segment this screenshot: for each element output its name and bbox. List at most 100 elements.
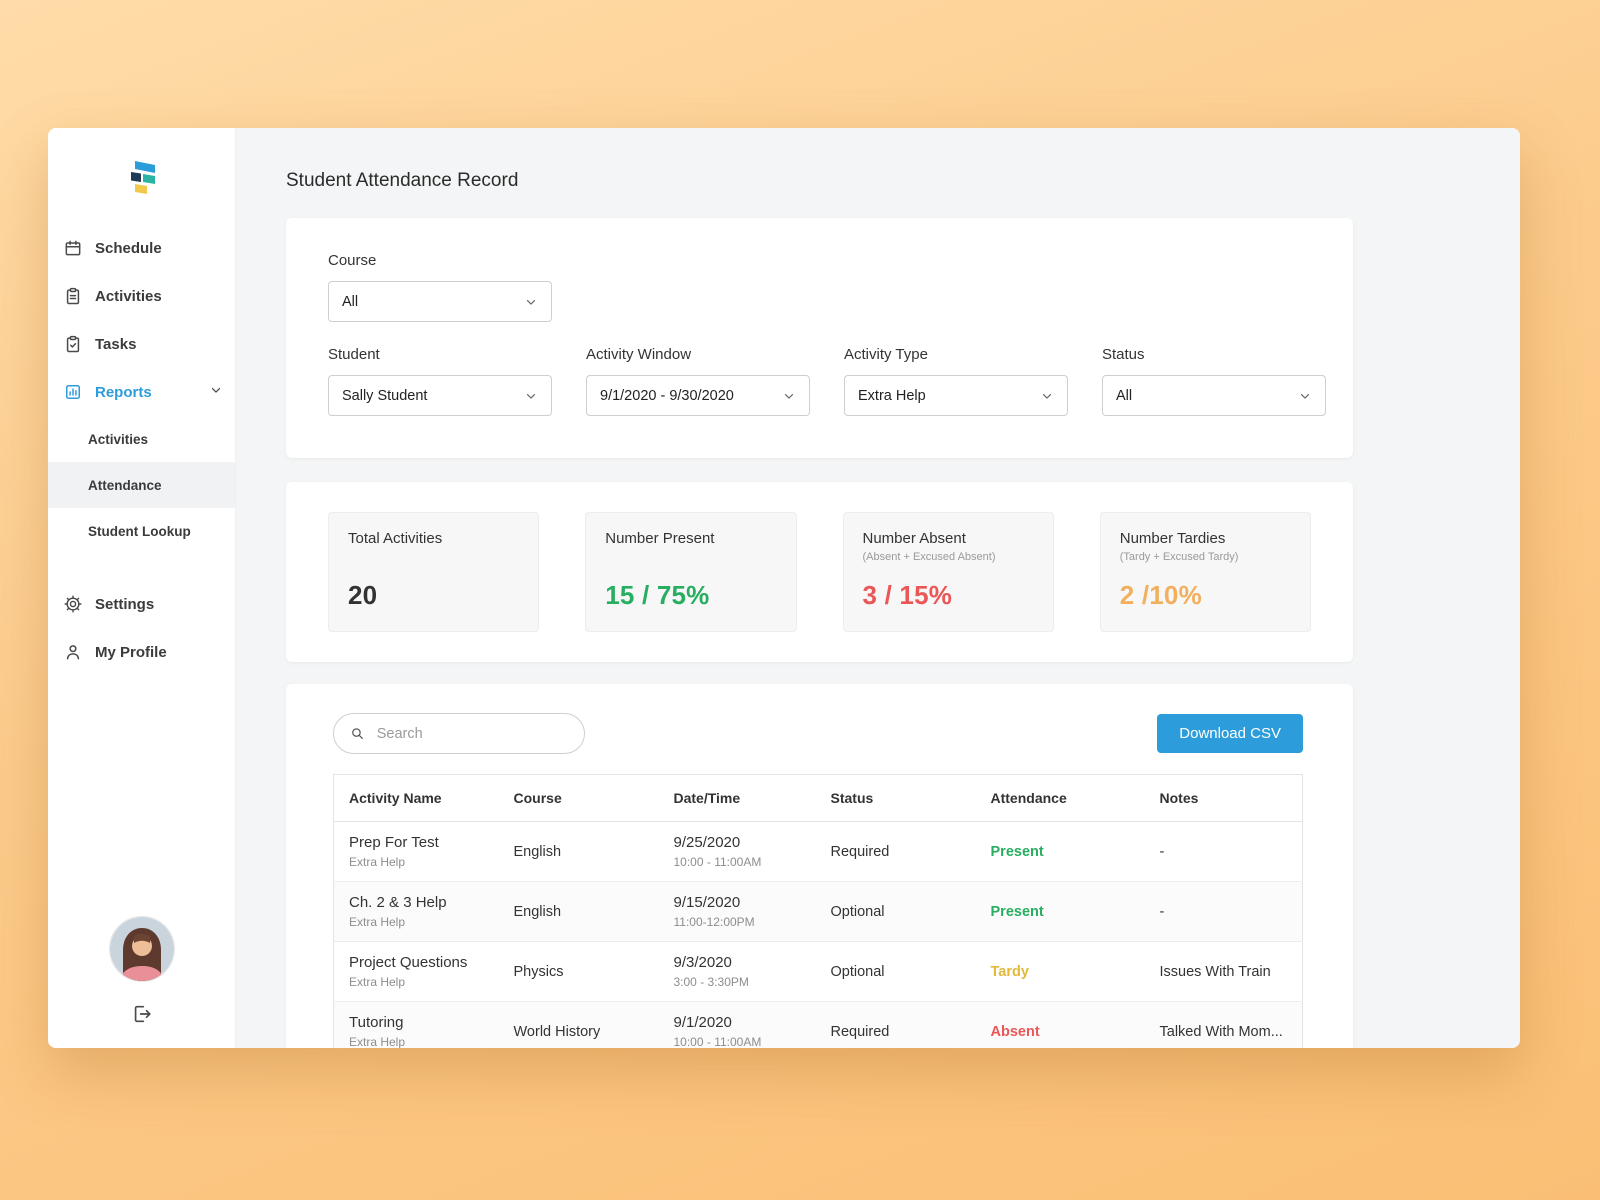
- sidebar-item-label: Activities: [95, 287, 162, 305]
- course-label: Course: [328, 252, 377, 269]
- sidebar-subitem-attendance[interactable]: Attendance: [48, 462, 235, 508]
- stat-subtitle: [605, 551, 776, 555]
- activity-name: Ch. 2 & 3 Help: [349, 894, 447, 911]
- stat-title: Number Present: [605, 530, 715, 547]
- attendance-cell: Present: [975, 881, 1145, 942]
- course-cell: Physics: [498, 941, 659, 1002]
- activity-category: Extra Help: [349, 855, 406, 869]
- sidebar-item-label: Settings: [95, 595, 155, 613]
- stat-value: 20: [348, 580, 378, 610]
- subnav-label: Attendance: [88, 477, 162, 493]
- column-header: Activity Name: [333, 774, 499, 822]
- sidebar-item-label: Reports: [95, 383, 152, 401]
- table-row: Tutoring Extra Help World History 9/1/20…: [333, 1001, 1303, 1048]
- activity-category: Extra Help: [349, 975, 406, 989]
- time-cell: 10:00 - 11:00AM: [673, 855, 762, 869]
- sidebar-item-schedule[interactable]: Schedule: [48, 224, 235, 272]
- logout-icon[interactable]: [130, 1002, 154, 1026]
- activity-window-select[interactable]: 9/1/2020 - 9/30/2020: [586, 375, 810, 416]
- course-select[interactable]: All: [328, 281, 552, 322]
- status-select-value: All: [1116, 387, 1133, 404]
- activity-type-select-value: Extra Help: [858, 387, 926, 404]
- course-cell: English: [498, 881, 659, 942]
- chevron-down-icon: [1042, 393, 1052, 399]
- column-header: Notes: [1144, 774, 1303, 822]
- activity-window-select-value: 9/1/2020 - 9/30/2020: [600, 387, 734, 404]
- app-window: Schedule Activities Tasks: [48, 128, 1520, 1048]
- stat-value: 15 / 75%: [605, 580, 710, 610]
- stat-subtitle: (Absent + Excused Absent): [862, 551, 996, 563]
- column-header: Course: [498, 774, 659, 822]
- activity-type-select[interactable]: Extra Help: [844, 375, 1068, 416]
- notes-cell: -: [1144, 821, 1303, 882]
- activity-name: Tutoring: [349, 1014, 404, 1031]
- student-select[interactable]: Sally Student: [328, 375, 552, 416]
- stat-subtitle: (Tardy + Excused Tardy): [1119, 551, 1239, 563]
- subnav-label: Student Lookup: [88, 523, 191, 539]
- activity-category: Extra Help: [349, 1035, 406, 1048]
- page-title: Student Attendance Record: [286, 170, 519, 191]
- sidebar-nav: Schedule Activities Tasks: [48, 224, 235, 676]
- sidebar-item-settings[interactable]: Settings: [48, 580, 235, 628]
- main-content: Student Attendance Record Course All Stu…: [236, 128, 1520, 1048]
- attendance-table: Activity Name Course Date/Time Status At…: [333, 774, 1303, 1048]
- notes-cell: Talked With Mom...: [1144, 1001, 1303, 1048]
- status-cell: Required: [815, 821, 976, 882]
- status-select[interactable]: All: [1102, 375, 1326, 416]
- stat-total-activities: Total Activities 20: [328, 512, 540, 632]
- bar-chart-icon: [63, 382, 83, 402]
- course-select-value: All: [342, 293, 359, 310]
- activity-name: Project Questions: [349, 954, 468, 971]
- stat-title: Total Activities: [348, 530, 443, 547]
- date-cell: 9/3/2020: [673, 954, 732, 971]
- logo-icon: [130, 161, 155, 194]
- chevron-down-icon: [784, 393, 794, 399]
- avatar[interactable]: [108, 916, 175, 982]
- course-cell: English: [498, 821, 659, 882]
- date-cell: 9/1/2020: [673, 1014, 732, 1031]
- chevron-down-icon: [1300, 393, 1310, 399]
- sidebar-item-tasks[interactable]: Tasks: [48, 320, 235, 368]
- attendance-cell: Present: [975, 821, 1145, 882]
- student-select-value: Sally Student: [342, 387, 428, 404]
- sidebar-item-label: Schedule: [95, 239, 162, 257]
- activity-window-label: Activity Window: [586, 346, 692, 363]
- column-header: Attendance: [975, 774, 1145, 822]
- table-row: Ch. 2 & 3 Help Extra Help English 9/15/2…: [333, 881, 1303, 942]
- status-cell: Optional: [815, 881, 976, 942]
- sidebar-subitem-student-lookup[interactable]: Student Lookup: [48, 508, 235, 554]
- sidebar-item-my-profile[interactable]: My Profile: [48, 628, 235, 676]
- person-icon: [63, 642, 83, 662]
- table-row: Prep For Test Extra Help English 9/25/20…: [333, 821, 1303, 882]
- sidebar-item-label: Tasks: [95, 335, 137, 353]
- search-icon: [352, 728, 363, 740]
- sidebar-item-activities[interactable]: Activities: [48, 272, 235, 320]
- search-input[interactable]: [374, 724, 568, 743]
- calendar-icon: [63, 238, 83, 258]
- notes-cell: -: [1144, 881, 1303, 942]
- notes-cell: Issues With Train: [1144, 941, 1303, 1002]
- sidebar-item-reports[interactable]: Reports: [48, 368, 235, 416]
- download-csv-button[interactable]: Download CSV: [1157, 714, 1303, 753]
- column-header: Status: [815, 774, 976, 822]
- date-cell: 9/15/2020: [673, 894, 741, 911]
- sidebar: Schedule Activities Tasks: [48, 128, 236, 1048]
- attendance-table-card: Download CSV Activity Name Course Date/T…: [286, 684, 1353, 1048]
- search-box[interactable]: [333, 713, 585, 754]
- column-header: Date/Time: [658, 774, 816, 822]
- attendance-cell: Tardy: [975, 941, 1145, 1002]
- filters-card: Course All Student Sally Student: [286, 218, 1353, 458]
- status-label: Status: [1102, 346, 1145, 363]
- stat-title: Number Absent: [862, 530, 966, 547]
- stat-number-tardies: Number Tardies (Tardy + Excused Tardy) 2…: [1099, 512, 1311, 632]
- time-cell: 3:00 - 3:30PM: [673, 975, 749, 989]
- sidebar-subitem-activities[interactable]: Activities: [48, 416, 235, 462]
- stats-card: Total Activities 20 Number Present 15 / …: [286, 482, 1353, 662]
- status-cell: Required: [815, 1001, 976, 1048]
- app-logo: [122, 158, 162, 204]
- date-cell: 9/25/2020: [673, 834, 741, 851]
- table-header-row: Activity Name Course Date/Time Status At…: [333, 774, 1303, 822]
- stat-number-present: Number Present 15 / 75%: [585, 512, 797, 632]
- time-cell: 10:00 - 11:00AM: [673, 1035, 762, 1048]
- clipboard-icon: [63, 286, 83, 306]
